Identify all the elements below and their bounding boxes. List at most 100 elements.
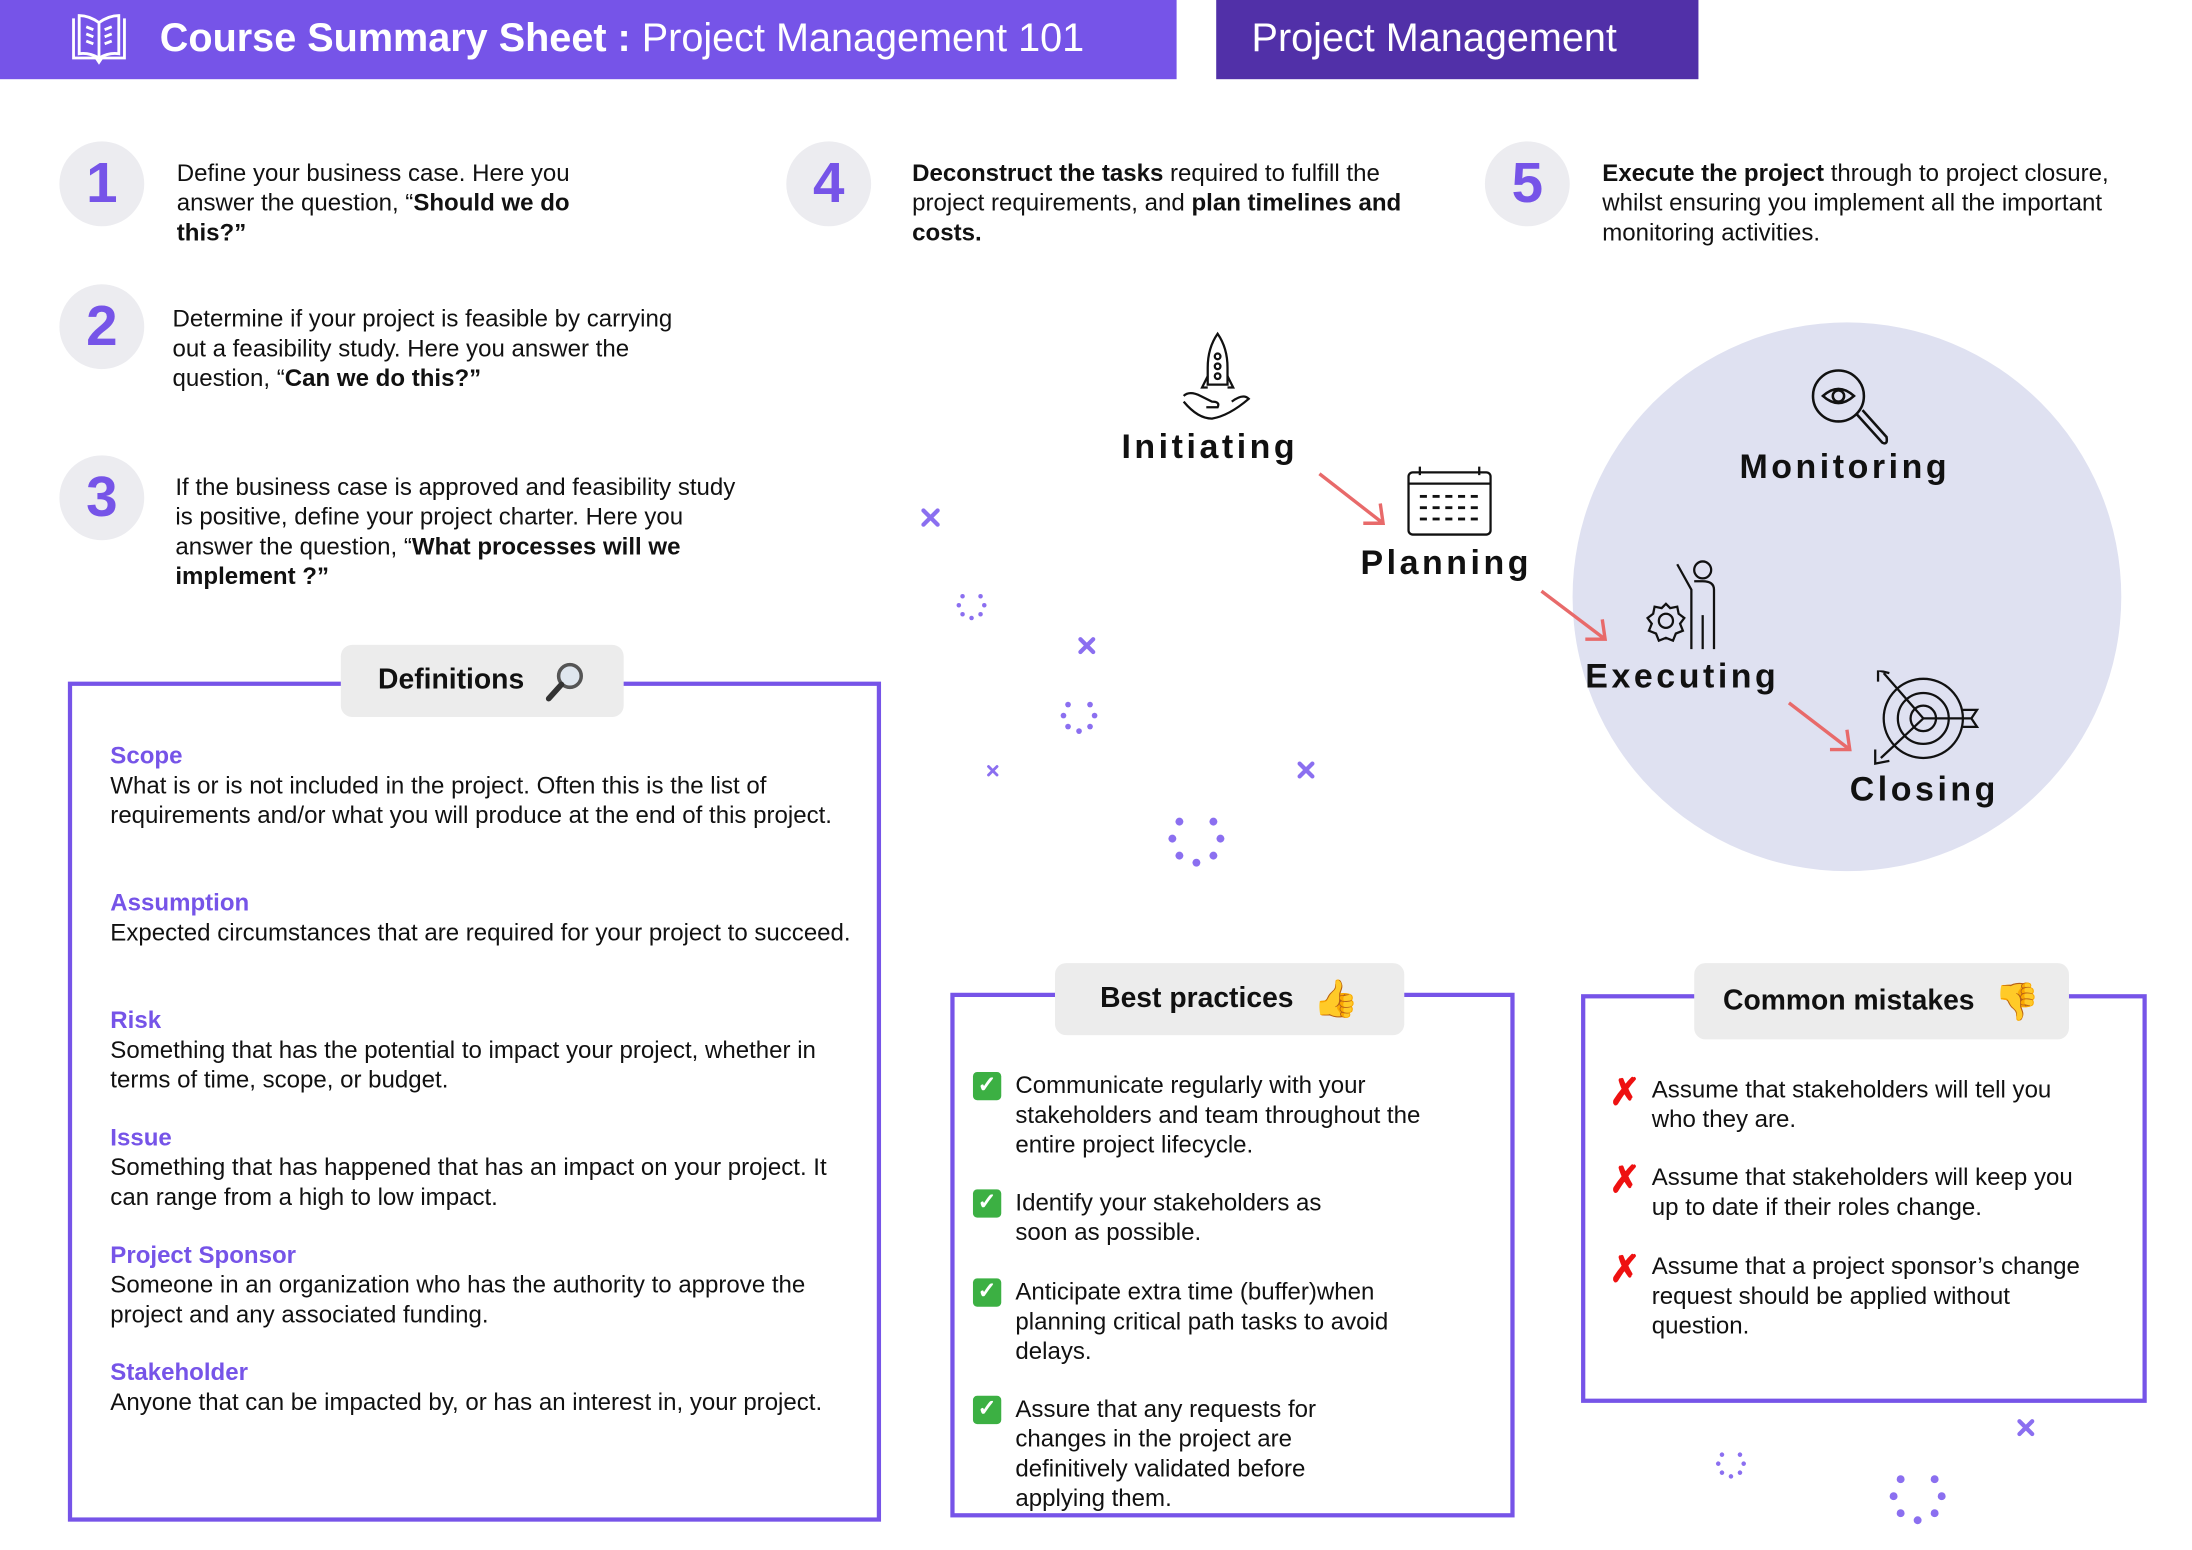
definition-term: Stakeholder — [110, 1359, 248, 1386]
header-bar: Course Summary Sheet : Project Managemen… — [0, 0, 1177, 80]
decor-dot — [1728, 1474, 1734, 1479]
definition-term: Issue — [110, 1124, 172, 1152]
decor-cross — [1078, 637, 1096, 655]
step-number-5: 5 — [1484, 141, 1570, 227]
phase-closing: Closing — [1849, 770, 1999, 809]
list-item-text: Anticipate extra time (buffer)when plann… — [1015, 1278, 1389, 1365]
decor-dot — [960, 594, 965, 599]
open-book-icon — [72, 14, 126, 65]
common-mistakes-title: Common mistakes — [1723, 984, 1975, 1017]
definition-desc: Anyone that can be impacted by, or has a… — [110, 1388, 823, 1416]
definition-term: Scope — [110, 742, 183, 770]
check-icon: ✓ — [972, 1395, 1002, 1425]
list-item-text: Identify your stakeholders as soon as po… — [1015, 1189, 1322, 1246]
decor-cross — [1297, 761, 1315, 779]
decor-dot — [1065, 723, 1071, 730]
step-number-3: 3 — [59, 455, 145, 541]
decor-dot — [1087, 701, 1093, 708]
definition-item: Risk Something that has the potential to … — [110, 1005, 852, 1122]
common-mistakes-list: ✗ Assume that stakeholders will tell you … — [1609, 1070, 2090, 1341]
decor-dot — [1076, 728, 1082, 734]
best-practices-title: Best practices — [1100, 982, 1294, 1014]
magnifier-icon — [545, 662, 583, 701]
definitions-title: Definitions — [378, 664, 525, 696]
check-icon: ✓ — [972, 1071, 1002, 1101]
definitions-header: Definitions — [340, 644, 624, 717]
decor-cross — [921, 508, 940, 527]
decor-dot — [1209, 851, 1218, 860]
decor-cross — [2017, 1419, 2035, 1437]
decor-dot — [1889, 1492, 1898, 1501]
step-number-2: 2 — [59, 284, 145, 370]
common-mistakes-header: Common mistakes 👎 — [1694, 963, 2069, 1040]
check-icon: ✓ — [972, 1278, 1002, 1307]
decor-dot — [1091, 712, 1098, 719]
phase-initiating: Initiating — [1121, 428, 1299, 467]
decor-cross — [987, 765, 999, 777]
best-practices-header: Best practices 👍 — [1054, 963, 1405, 1036]
monitoring-circle — [1572, 322, 2122, 872]
decor-dot — [1719, 1452, 1725, 1457]
decor-dot — [1209, 817, 1218, 826]
decor-dot — [978, 594, 983, 599]
definition-item: Stakeholder Anyone that can be impacted b… — [110, 1358, 852, 1417]
decor-dot — [1719, 1470, 1725, 1475]
common-mistakes-panel — [1581, 994, 2147, 1403]
decor-dot — [1087, 723, 1093, 730]
decor-dot — [978, 612, 983, 617]
list-item: ✓ Identify your stakeholders as soon as p… — [972, 1188, 1454, 1277]
decor-dot — [1913, 1516, 1922, 1525]
definition-term: Project Sponsor — [110, 1241, 297, 1269]
definition-desc: Something that has happened that has an … — [110, 1153, 827, 1211]
page-title: Course Summary Sheet : Project Managemen… — [159, 15, 1085, 60]
person-gear-icon — [1646, 560, 1716, 650]
decor-dot — [1937, 1492, 1946, 1501]
definition-item: Assumption Expected circumstances that ar… — [110, 888, 852, 1005]
decor-dot — [1930, 1475, 1939, 1484]
decor-dot — [1216, 834, 1225, 843]
list-item: ✓ Communicate regularly with your stakeho… — [972, 1071, 1454, 1188]
definitions-panel — [67, 681, 882, 1522]
cross-icon: ✗ — [1609, 1158, 1641, 1201]
target-arrows-icon — [1874, 670, 1980, 766]
definition-desc: Someone in an organization who has the a… — [110, 1271, 806, 1328]
best-practices-list: ✓ Communicate regularly with your stakeho… — [972, 1071, 1454, 1514]
definition-term: Risk — [110, 1006, 162, 1034]
decor-dot — [1896, 1475, 1905, 1484]
definition-desc: What is or is not included in the projec… — [110, 772, 832, 829]
definition-desc: Expected circumstances that are required… — [110, 919, 851, 947]
list-item-text: Assure that any requests for changes in … — [1015, 1395, 1317, 1512]
definitions-list: Scope What is or is not included in the p… — [110, 741, 852, 1417]
definition-term: Assumption — [110, 889, 250, 917]
decor-dot — [982, 603, 987, 608]
decor-dot — [1065, 701, 1071, 708]
list-item: ✗ Assume that stakeholders will keep you … — [1609, 1158, 2090, 1251]
decor-dot — [956, 603, 962, 608]
topic-badge: Project Management — [1216, 0, 1699, 80]
decor-dot — [969, 615, 974, 621]
step-2-text: Determine if your project is feasible by… — [172, 305, 673, 392]
check-icon: ✓ — [972, 1189, 1002, 1218]
decor-dot — [1192, 858, 1201, 867]
list-item-text: Assume that a project sponsor’s change r… — [1651, 1252, 2080, 1340]
list-item: ✓ Anticipate extra time (buffer)when plan… — [972, 1277, 1454, 1394]
step-4-text: Deconstruct the tasks required to fulfil… — [912, 159, 1402, 247]
topic-badge-label: Project Management — [1251, 15, 1617, 60]
step-5-text: Execute the project through to project c… — [1602, 159, 2109, 247]
decor-dot — [1175, 851, 1184, 860]
step-3-text: If the business case is approved and fea… — [175, 473, 736, 590]
thumbs-down-icon: 👎 — [1994, 979, 2041, 1022]
list-item: ✓ Assure that any requests for changes in… — [972, 1394, 1454, 1513]
cross-icon: ✗ — [1609, 1070, 1641, 1113]
decor-dot — [1168, 834, 1177, 843]
list-item-text: Assume that stakeholders will keep you u… — [1651, 1163, 2073, 1221]
list-item-text: Communicate regularly with your stakehol… — [1015, 1071, 1421, 1159]
thumbs-up-icon: 👍 — [1313, 977, 1360, 1020]
list-item-text: Assume that stakeholders will tell you w… — [1651, 1076, 2052, 1133]
definition-item: Project Sponsor Someone in an organizatio… — [110, 1240, 852, 1357]
best-practices-panel — [950, 992, 1515, 1518]
list-item: ✗ Assume that a project sponsor’s change … — [1609, 1250, 2090, 1341]
definition-item: Scope What is or is not included in the p… — [110, 741, 852, 888]
list-item: ✗ Assume that stakeholders will tell you … — [1609, 1070, 2090, 1163]
decor-dot — [1930, 1509, 1939, 1518]
